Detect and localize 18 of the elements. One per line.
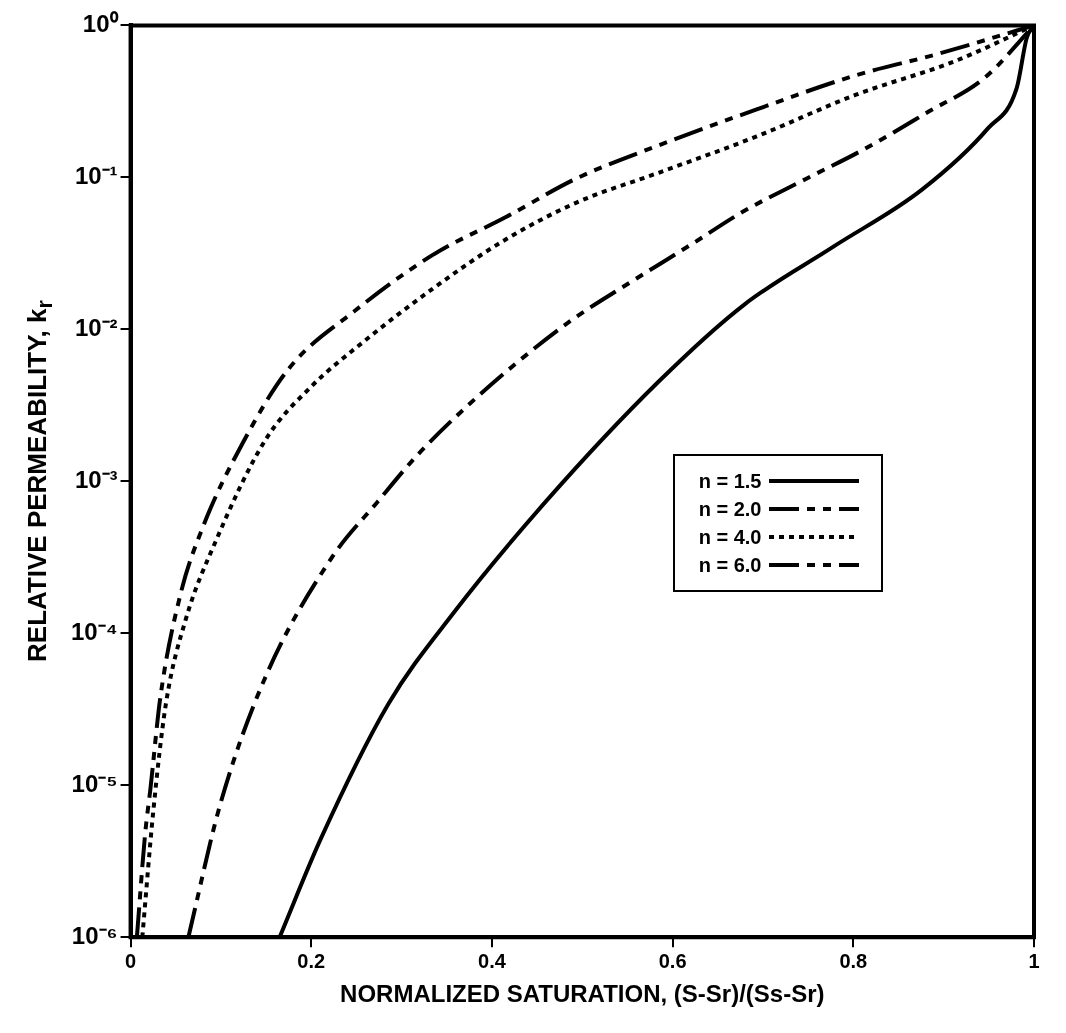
y-tick-label: 10⁻² xyxy=(74,313,118,341)
y-tick-label: 10⁰ xyxy=(82,10,119,38)
legend-label: n = 1.5 xyxy=(698,469,762,492)
y-tick-label: 10⁻³ xyxy=(74,465,118,493)
y-tick-label: 10⁻⁶ xyxy=(71,921,118,949)
x-tick-label: 0.4 xyxy=(478,949,507,972)
x-tick-label: 0.2 xyxy=(297,949,326,972)
y-tick-label: 10⁻¹ xyxy=(74,161,118,189)
x-tick-label: 1 xyxy=(1028,949,1040,972)
x-tick-label: 0.8 xyxy=(839,949,868,972)
y-tick-label: 10⁻⁵ xyxy=(71,769,118,797)
y-tick-label: 10⁻⁴ xyxy=(70,617,118,645)
legend-label: n = 6.0 xyxy=(698,553,762,576)
x-tick-label: 0 xyxy=(125,949,137,972)
legend-label: n = 4.0 xyxy=(698,525,762,548)
legend-label: n = 2.0 xyxy=(698,497,762,520)
x-axis-title: NORMALIZED SATURATION, (S-Sr)/(Ss-Sr) xyxy=(340,980,825,1008)
x-tick-label: 0.6 xyxy=(658,949,687,972)
